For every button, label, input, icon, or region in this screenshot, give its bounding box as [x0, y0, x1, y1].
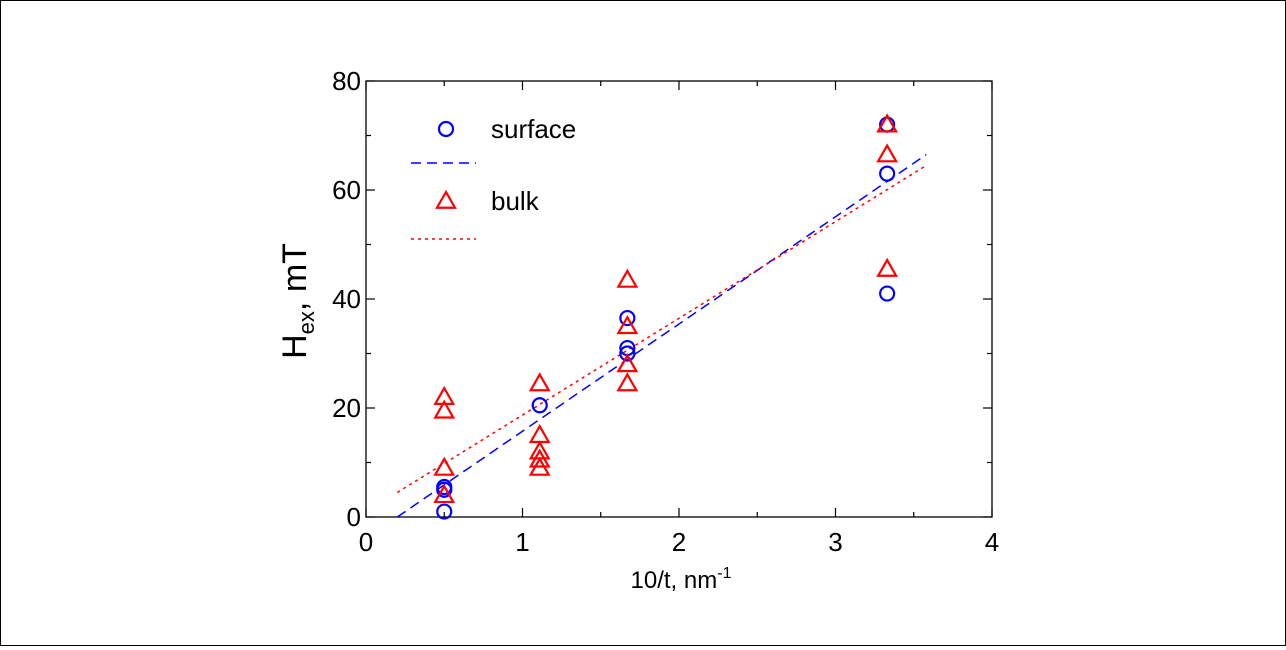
legend-label-surface: surface — [491, 114, 576, 144]
y-tick-label: 60 — [332, 175, 361, 205]
bulk-point — [528, 424, 551, 444]
y-axis-label: Hex, mT — [276, 243, 319, 359]
bulk-point — [433, 456, 456, 476]
surface-point — [619, 345, 636, 362]
bulk-point — [528, 440, 551, 460]
y-tick-label: 80 — [332, 66, 361, 96]
fit-line-surface — [396, 153, 927, 518]
x-axis-label: 10/t, nm-1 — [631, 565, 732, 594]
x-tick-label: 1 — [515, 527, 529, 557]
plot-area-border — [365, 80, 993, 518]
surface-point — [436, 503, 453, 520]
bulk-point — [616, 315, 639, 335]
bulk-point — [433, 399, 456, 419]
bulk-point — [876, 257, 899, 277]
legend-marker-surface — [437, 120, 455, 138]
bulk-point — [433, 385, 456, 405]
y-tick-label: 20 — [332, 393, 361, 423]
surface-point — [531, 397, 548, 414]
surface-point — [879, 165, 896, 182]
bulk-point — [433, 483, 456, 504]
x-tick-label: 0 — [359, 527, 373, 557]
bulk-point — [528, 372, 551, 392]
surface-point — [436, 478, 453, 496]
bulk-point — [616, 353, 639, 373]
bulk-point — [616, 372, 639, 392]
fit-lines — [396, 153, 927, 518]
fit-line-bulk — [396, 164, 927, 494]
legend: surface bulk — [411, 114, 576, 240]
legend-label-bulk: bulk — [491, 186, 540, 216]
y-tick-label: 0 — [347, 502, 361, 532]
legend-marker-bulk — [435, 189, 457, 209]
data-points — [433, 113, 899, 520]
bulk-point — [876, 113, 899, 133]
x-tick-label: 2 — [672, 527, 686, 557]
y-tick-label: 40 — [332, 284, 361, 314]
x-tick-label: 3 — [828, 527, 842, 557]
x-axis-label-superscript: -1 — [717, 565, 731, 582]
y-axis-label-subscript: ex — [294, 311, 319, 334]
bulk-point — [876, 143, 899, 163]
x-tick-label: 4 — [985, 527, 999, 557]
bulk-point — [616, 268, 639, 288]
surface-point — [619, 309, 636, 327]
surface-point — [879, 285, 896, 302]
